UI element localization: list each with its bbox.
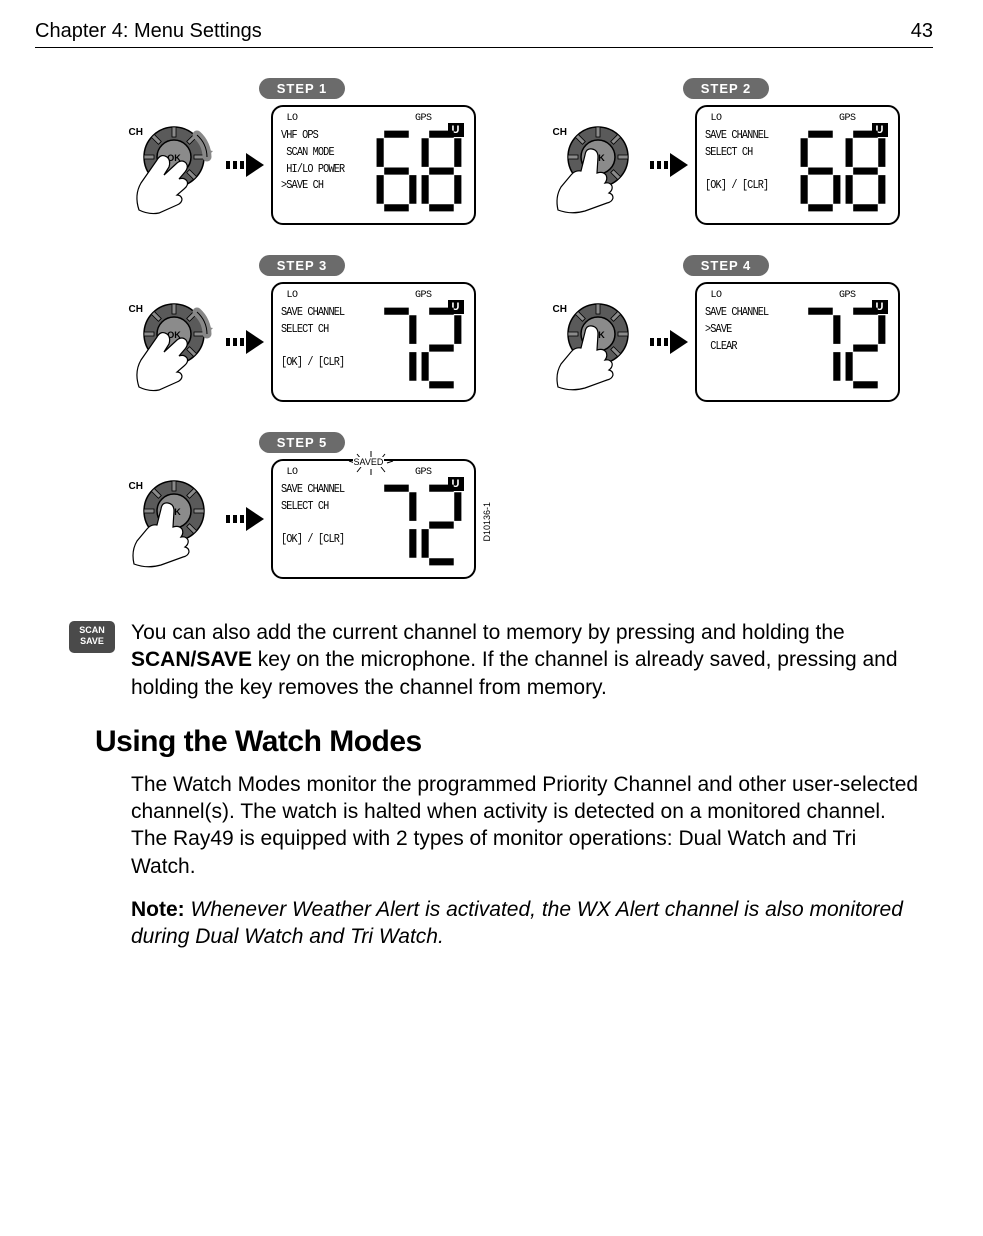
menu-text: SAVE CHANNEL >SAVE CLEAR <box>705 302 784 392</box>
channel-digits <box>798 302 890 392</box>
page-header: Chapter 4: Menu Settings 43 <box>35 20 933 48</box>
note-paragraph: Note: Whenever Weather Alert is activate… <box>131 896 923 951</box>
menu-text: SAVE CHANNEL SELECT CH [OK] / [CLR] <box>281 302 360 392</box>
step-1: STEP 1 CH LO GPS U VHF OPS SCAN MODE HI/… <box>95 78 509 225</box>
diagram-id: D10136-1 <box>482 502 492 542</box>
knob-rotate-icon: CH <box>129 115 219 215</box>
arrow-icon <box>649 153 689 177</box>
save-label: SAVE <box>69 636 115 647</box>
channel-digits <box>374 125 466 215</box>
scan-save-key-icon: SCAN SAVE <box>69 621 115 653</box>
menu-text: VHF OPS SCAN MODE HI/LO POWER >SAVE CH <box>281 125 360 215</box>
step-badge: STEP 1 <box>259 78 346 99</box>
lo-indicator: LO <box>705 290 722 301</box>
scan-label: SCAN <box>69 625 115 636</box>
arrow-icon <box>225 507 265 531</box>
ch-label: CH <box>129 127 143 138</box>
step-5: STEP 5 CH SAVED LO GPS U SAVE CHANNEL SE… <box>95 432 509 579</box>
channel-digits <box>374 479 466 569</box>
ch-label: CH <box>553 304 567 315</box>
knob-press-icon: CH <box>129 469 219 569</box>
ch-label: CH <box>129 304 143 315</box>
arrow-icon <box>225 330 265 354</box>
scan-save-paragraph: SCAN SAVE You can also add the current c… <box>131 619 923 701</box>
step-badge: STEP 2 <box>683 78 770 99</box>
para1-bold: SCAN/SAVE <box>131 648 252 671</box>
chapter-title: Chapter 4: Menu Settings <box>35 20 262 43</box>
lo-indicator: LO <box>281 290 298 301</box>
page-number: 43 <box>911 20 933 43</box>
lcd-screen: LO GPS U SAVE CHANNEL SELECT CH [OK] / [… <box>271 282 476 402</box>
lo-indicator: LO <box>281 113 298 124</box>
channel-digits <box>374 302 466 392</box>
lo-indicator: LO <box>705 113 722 124</box>
ch-label: CH <box>129 481 143 492</box>
note-text: Whenever Weather Alert is activated, the… <box>131 898 903 948</box>
para1-a: You can also add the current channel to … <box>131 621 845 644</box>
saved-indicator: SAVED <box>353 457 385 468</box>
step-4: STEP 4 CH LO GPS U SAVE CHANNEL >SAVE CL… <box>519 255 933 402</box>
step-badge: STEP 4 <box>683 255 770 276</box>
section-heading: Using the Watch Modes <box>95 725 933 759</box>
step-badge: STEP 5 <box>259 432 346 453</box>
arrow-icon <box>649 330 689 354</box>
step-2: STEP 2 CH LO GPS U SAVE CHANNEL SELECT C… <box>519 78 933 225</box>
lcd-screen: LO GPS U VHF OPS SCAN MODE HI/LO POWER >… <box>271 105 476 225</box>
menu-text: SAVE CHANNEL SELECT CH [OK] / [CLR] <box>281 479 360 569</box>
note-label: Note: <box>131 898 191 921</box>
arrow-icon <box>225 153 265 177</box>
step-badge: STEP 3 <box>259 255 346 276</box>
ch-label: CH <box>553 127 567 138</box>
lcd-screen: SAVED LO GPS U SAVE CHANNEL SELECT CH [O… <box>271 459 476 579</box>
lcd-screen: LO GPS U SAVE CHANNEL >SAVE CLEAR <box>695 282 900 402</box>
lo-indicator: LO <box>281 467 298 478</box>
menu-text: SAVE CHANNEL SELECT CH [OK] / [CLR] <box>705 125 784 215</box>
knob-press-icon: CH <box>553 292 643 392</box>
watch-modes-paragraph: The Watch Modes monitor the programmed P… <box>131 771 923 880</box>
knob-rotate-icon: CH <box>129 292 219 392</box>
channel-digits <box>798 125 890 215</box>
steps-diagram: STEP 1 CH LO GPS U VHF OPS SCAN MODE HI/… <box>95 78 933 579</box>
step-3: STEP 3 CH LO GPS U SAVE CHANNEL SELECT C… <box>95 255 509 402</box>
lcd-screen: LO GPS U SAVE CHANNEL SELECT CH [OK] / [… <box>695 105 900 225</box>
knob-press-icon: CH <box>553 115 643 215</box>
